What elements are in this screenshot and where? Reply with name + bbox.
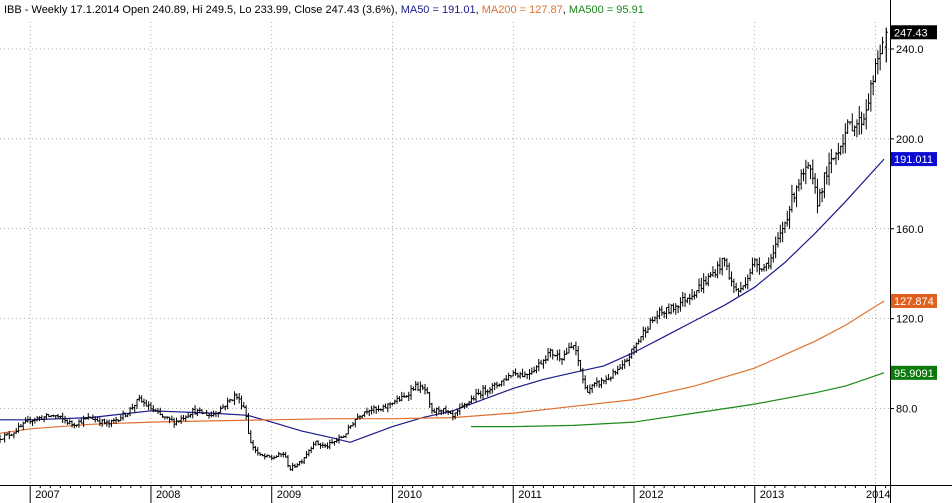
y-tick-label: 160.0 bbox=[896, 224, 924, 236]
header-sep-2: , bbox=[476, 4, 482, 16]
x-tick-label: 2014 bbox=[866, 489, 890, 501]
header-sep-3: , bbox=[563, 4, 569, 16]
ma200-badge: 127.874 bbox=[891, 293, 937, 308]
ma200-badge-text: 127.874 bbox=[894, 296, 934, 308]
bottom-axis-divider bbox=[0, 485, 952, 486]
x-tick-label: 2010 bbox=[397, 489, 421, 501]
value-badges: 247.43 191.011 127.874 95.9091 bbox=[891, 25, 937, 380]
last-price-badge: 247.43 bbox=[891, 25, 937, 40]
ohlc-bar-last bbox=[884, 27, 888, 63]
right-axis-divider bbox=[890, 0, 891, 503]
ma50-badge-text: 191.011 bbox=[894, 154, 933, 166]
ma500-badge-text: 95.9091 bbox=[894, 368, 934, 380]
chart-header: IBB - Weekly 17.1.2014 Open 240.89, Hi 2… bbox=[4, 4, 644, 16]
y-tick-label: 120.0 bbox=[896, 314, 924, 326]
x-tick-label: 2009 bbox=[277, 489, 301, 501]
x-tick-label: 2012 bbox=[639, 489, 663, 501]
series-line-ma500 bbox=[471, 372, 885, 428]
header-sep-1: , bbox=[395, 4, 401, 16]
x-tick-label: 2013 bbox=[760, 489, 784, 501]
ma200-legend-label: MA200 = 127.87 bbox=[482, 4, 563, 16]
ma500-badge: 95.9091 bbox=[891, 365, 937, 380]
ma500-legend-label: MA500 = 95.91 bbox=[569, 4, 644, 16]
x-tick-label: 2011 bbox=[518, 489, 542, 501]
y-tick-label: 80.0 bbox=[896, 404, 917, 416]
y-tick-label: 200.0 bbox=[896, 134, 924, 146]
ma50-badge: 191.011 bbox=[891, 152, 937, 167]
series-line-ma50 bbox=[0, 158, 885, 443]
x-axis: 2007 2008 2009 2010 2011 2012 2013 2014 bbox=[29, 485, 890, 503]
x-tick-label: 2007 bbox=[35, 489, 59, 501]
y-tick-label: 240.0 bbox=[896, 44, 924, 56]
header-summary: IBB - Weekly 17.1.2014 Open 240.89, Hi 2… bbox=[4, 4, 395, 16]
last-price-badge-text: 247.43 bbox=[894, 27, 928, 39]
x-tick-label: 2008 bbox=[156, 489, 180, 501]
y-axis: 80.0 120.0 160.0 200.0 240.0 bbox=[890, 44, 924, 416]
price-bars bbox=[0, 27, 888, 472]
ma50-legend-label: MA50 = 191.01 bbox=[401, 4, 476, 16]
ohlc-bar bbox=[880, 36, 884, 55]
